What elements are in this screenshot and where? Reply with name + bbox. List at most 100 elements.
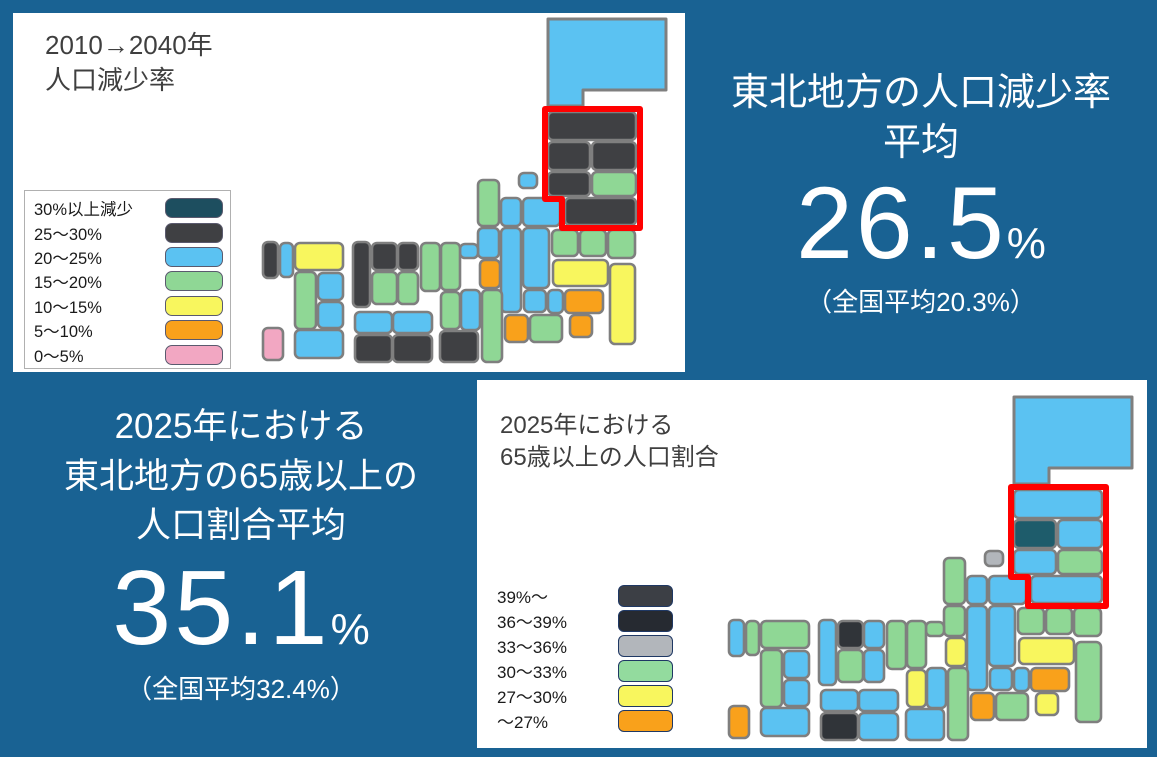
prefecture-tile <box>759 706 811 738</box>
legend-row: 10～15% <box>34 294 230 318</box>
population-decline-tile-map <box>261 17 668 364</box>
legend-row: ～27% <box>497 708 673 733</box>
legend-label: 10～15% <box>34 298 102 317</box>
tohoku-decline-stat-value: 26.5 <box>796 166 1007 281</box>
legend-row: 30～33% <box>497 658 673 683</box>
prefecture-tile <box>517 171 539 190</box>
prefecture-tile <box>499 226 523 314</box>
prefecture-tile <box>1034 691 1060 717</box>
prefecture-tile <box>499 196 523 228</box>
legend-label: 27～30% <box>497 688 567 707</box>
prefecture-tile <box>546 140 592 172</box>
prefecture-tile <box>1016 606 1046 636</box>
prefecture-tile <box>904 707 946 742</box>
prefecture-tile <box>1072 606 1103 638</box>
prefecture-tile <box>521 226 551 290</box>
national-average-decline-note: （全国平均20.3%） <box>806 287 1036 318</box>
legend-color-swatch <box>165 222 223 243</box>
legend-color-swatch <box>165 246 223 267</box>
prefecture-tile <box>478 258 502 290</box>
legend-row: 33～36% <box>497 633 673 658</box>
prefecture-tile <box>994 691 1030 722</box>
prefecture-tile <box>563 196 638 227</box>
prefecture-tile <box>396 241 420 272</box>
prefecture-tile <box>1056 548 1104 576</box>
national-average-elderly-note: （全国平均32.4%） <box>126 674 356 705</box>
legend-row: 27～30% <box>497 683 673 708</box>
prefecture-tile-hokkaido <box>1012 395 1134 486</box>
prefecture-tile <box>396 270 420 306</box>
prefecture-tile <box>439 290 462 331</box>
legend-color-swatch <box>165 271 223 292</box>
elderly-map-title: 2025年における 65歳以上の人口割合 <box>500 412 719 472</box>
prefecture-tile <box>316 300 345 330</box>
legend-row: 5～10% <box>34 318 230 342</box>
prefecture-tile <box>759 648 784 709</box>
prefecture-tile <box>590 170 638 198</box>
legend-row: 0～5% <box>34 342 230 366</box>
prefecture-tile <box>522 288 548 314</box>
legend-label: 15～20% <box>34 274 102 293</box>
tohoku-decline-stat-title: 東北地方の人口減少率 平均 <box>730 72 1111 165</box>
prefecture-tile <box>857 688 900 713</box>
elderly-share-tile-map <box>727 395 1134 742</box>
prefecture-tile <box>459 288 482 332</box>
tohoku-elderly-stat-value: 35.1 <box>112 549 331 668</box>
elderly-map-legend: 39%～ 36～39% 33～36% 30～33% 27～30% ～27% <box>497 583 673 733</box>
prefecture-tile <box>862 648 886 684</box>
legend-color-swatch <box>618 634 673 657</box>
legend-label: 30%以上減少 <box>34 201 134 220</box>
legend-label: 36～39% <box>497 613 567 632</box>
prefecture-tile <box>351 240 372 309</box>
prefecture-tile <box>503 313 530 344</box>
prefecture-tile <box>759 619 811 650</box>
legend-label: 5～10% <box>34 323 93 342</box>
prefecture-tile <box>942 604 967 638</box>
tohoku-elderly-stat-value-row: 35.1% <box>10 555 472 661</box>
legend-color-swatch <box>165 344 223 365</box>
prefecture-tile <box>353 310 394 335</box>
prefecture-tile <box>925 666 948 710</box>
prefecture-tile <box>946 666 970 742</box>
prefecture-tile <box>819 688 860 713</box>
prefecture-tile <box>924 620 946 638</box>
prefecture-tile <box>836 619 865 650</box>
prefecture-tile <box>293 328 345 360</box>
legend-row: 39%～ <box>497 583 673 608</box>
prefecture-tile <box>551 258 610 288</box>
prefecture-tile <box>606 228 637 260</box>
tohoku-elderly-stat-title: 2025年における 東北地方の65歳以上の 人口割合平均 <box>64 407 418 546</box>
legend-color-swatch <box>618 709 673 732</box>
prefecture-tile <box>819 711 860 742</box>
legend-label: 30～33% <box>497 663 567 682</box>
prefecture-tile <box>293 270 318 331</box>
prefecture-tile <box>261 326 285 362</box>
prefecture-tile <box>1012 548 1058 576</box>
prefecture-tile <box>476 226 501 260</box>
tohoku-decline-stat: 東北地方の人口減少率 平均 26.5% （全国平均20.3%） <box>688 68 1154 319</box>
legend-row: 36～39% <box>497 608 673 633</box>
prefecture-tile <box>608 262 637 346</box>
prefecture-tile <box>546 288 565 315</box>
legend-row: 30%以上減少 <box>34 196 230 220</box>
prefecture-tile <box>391 333 434 364</box>
legend-row: 25～30% <box>34 220 230 244</box>
legend-color-swatch <box>165 320 223 341</box>
prefecture-tile <box>563 288 605 315</box>
legend-label: 33～36% <box>497 638 567 657</box>
prefecture-tile <box>550 228 580 258</box>
prefecture-tile <box>817 618 838 687</box>
prefecture-tile <box>782 678 811 708</box>
prefecture-tile <box>1012 666 1031 693</box>
prefecture-tile <box>316 271 345 302</box>
prefecture-tile <box>370 270 399 306</box>
legend-color-swatch <box>618 659 673 682</box>
prefecture-tile <box>521 196 562 228</box>
legend-row: 20～25% <box>34 245 230 269</box>
prefecture-tile <box>568 313 594 339</box>
prefecture-tile <box>278 241 295 279</box>
prefecture-tile <box>546 170 592 198</box>
prefecture-tile <box>261 240 280 280</box>
prefecture-tile <box>727 618 746 658</box>
prefecture-tile <box>1056 518 1104 550</box>
